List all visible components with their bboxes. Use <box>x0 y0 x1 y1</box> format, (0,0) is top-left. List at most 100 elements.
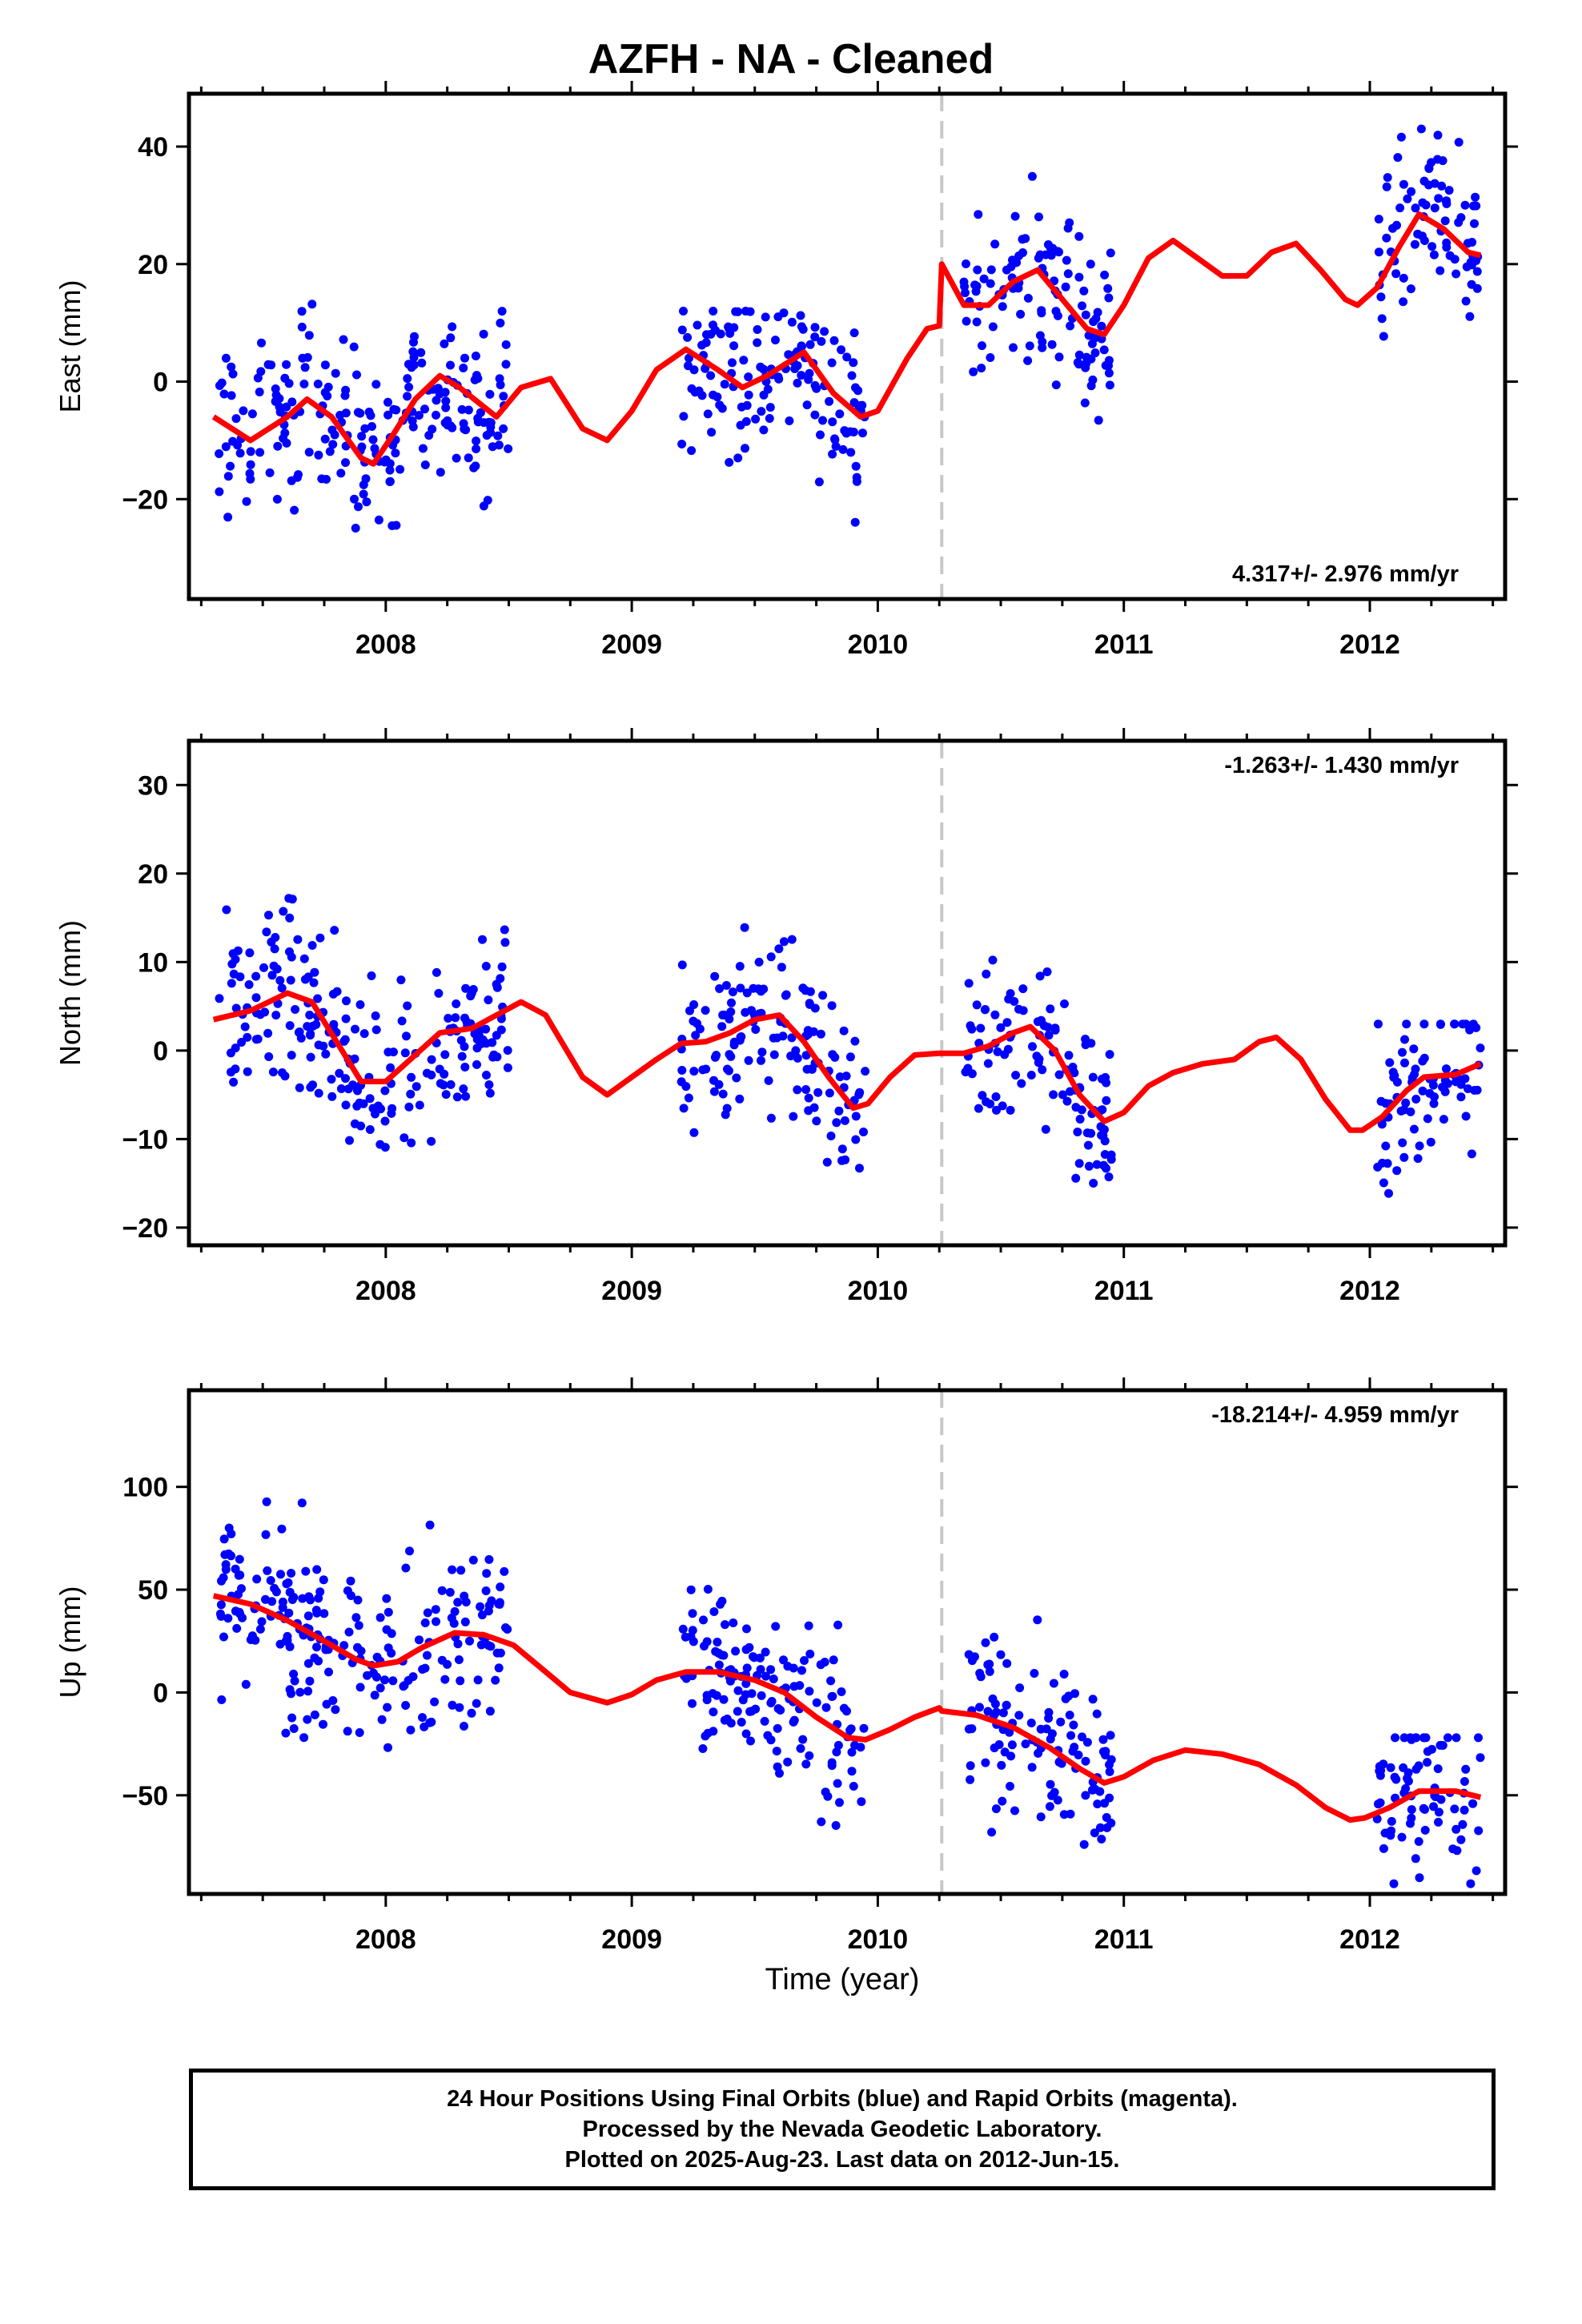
north-data-point <box>1467 1149 1476 1159</box>
north-data-point <box>976 1023 986 1033</box>
east-data-point <box>697 391 707 400</box>
up-data-point <box>805 1649 815 1659</box>
east-data-point <box>797 371 806 380</box>
east-data-point <box>385 477 395 486</box>
east-data-point <box>255 448 265 457</box>
east-data-point <box>728 358 737 368</box>
east-data-point <box>359 489 368 499</box>
east-data-point <box>1403 194 1412 203</box>
east-data-point <box>1396 132 1406 142</box>
east-data-point <box>988 322 998 332</box>
east-data-point <box>403 374 412 384</box>
east-data-point <box>247 409 257 419</box>
east-data-point <box>1470 219 1479 228</box>
north-data-point <box>380 1143 390 1152</box>
east-data-point <box>725 457 734 467</box>
east-data-point <box>1065 218 1074 227</box>
up-data-point <box>1423 1758 1432 1767</box>
north-y-tick-label: 10 <box>138 947 168 978</box>
up-data-point <box>1081 1756 1090 1766</box>
east-data-point <box>1094 416 1103 425</box>
up-data-point <box>817 1817 826 1827</box>
east-data-point <box>1074 272 1084 282</box>
north-data-point <box>243 1067 252 1076</box>
north-data-point <box>757 1055 765 1065</box>
up-data-point <box>1415 1873 1424 1883</box>
up-data-point <box>751 1704 761 1714</box>
up-data-point <box>996 1650 1006 1659</box>
east-data-point <box>215 487 224 497</box>
east-data-point <box>385 465 395 475</box>
east-data-point <box>1002 265 1011 275</box>
east-data-point <box>304 448 314 457</box>
up-data-point <box>420 1618 430 1627</box>
east-data-point <box>280 373 290 383</box>
east-y-tick-label: 20 <box>138 250 168 280</box>
up-data-point <box>983 1707 993 1716</box>
east-data-point <box>1429 250 1439 259</box>
north-data-point <box>751 1025 761 1034</box>
east-data-point <box>1399 297 1408 307</box>
north-data-point <box>835 1072 845 1082</box>
east-data-point <box>1081 363 1090 372</box>
up-data-point <box>847 1747 857 1757</box>
north-data-point <box>404 1102 414 1112</box>
up-data-point <box>1007 1740 1017 1750</box>
east-data-point <box>1379 332 1388 341</box>
up-data-point <box>997 1760 1006 1770</box>
east-data-point <box>323 392 332 400</box>
east-data-point <box>418 444 428 453</box>
east-data-point <box>1010 211 1020 221</box>
up-data-point <box>283 1578 293 1587</box>
east-data-point <box>753 325 762 334</box>
up-data-point <box>1406 1819 1415 1828</box>
up-data-point <box>257 1617 267 1626</box>
up-data-point <box>1053 1795 1062 1805</box>
north-data-point <box>684 1093 693 1103</box>
up-data-point <box>295 1687 305 1697</box>
north-data-point <box>359 1099 368 1108</box>
north-data-point <box>231 1003 241 1013</box>
east-data-point <box>810 332 820 342</box>
up-data-point <box>423 1608 432 1618</box>
up-data-point <box>283 1635 292 1645</box>
up-data-point <box>1450 1804 1460 1814</box>
east-data-point <box>1054 247 1063 257</box>
north-data-point <box>777 963 786 972</box>
north-data-point <box>406 1089 416 1099</box>
up-x-tick-label: 2012 <box>1339 1924 1400 1955</box>
east-data-point <box>742 400 752 410</box>
up-model-curve <box>212 1593 1482 1823</box>
east-data-point <box>374 515 383 525</box>
up-data-point <box>1005 1727 1014 1737</box>
up-data-point <box>237 1584 246 1594</box>
north-data-point <box>812 1116 821 1126</box>
up-data-point <box>1056 1717 1066 1727</box>
up-data-point <box>833 1779 842 1788</box>
north-data-point <box>1038 1065 1047 1075</box>
east-data-point <box>432 410 440 420</box>
north-data-point <box>1400 1035 1409 1044</box>
east-data-point <box>1395 203 1405 213</box>
up-data-point <box>1386 1763 1395 1772</box>
north-data-point <box>300 975 310 984</box>
up-data-point <box>437 1586 447 1595</box>
north-data-point <box>459 1084 468 1094</box>
east-data-point <box>217 378 227 388</box>
up-data-point <box>789 1682 799 1691</box>
east-data-point <box>846 448 856 457</box>
east-data-point <box>391 448 400 458</box>
east-data-point <box>290 505 299 515</box>
north-data-point <box>407 1138 416 1148</box>
north-y-axis-label: North (mm) <box>54 920 86 1066</box>
up-data-point <box>688 1626 697 1635</box>
up-data-point <box>688 1609 697 1618</box>
north-y-tick-label: 0 <box>153 1036 168 1067</box>
up-data-point <box>847 1767 857 1776</box>
north-data-point <box>307 941 317 950</box>
up-data-point <box>709 1707 718 1717</box>
up-data-point <box>1397 1832 1407 1842</box>
north-data-point <box>1419 1053 1429 1063</box>
north-data-point <box>285 947 294 956</box>
up-data-point <box>303 1687 313 1696</box>
